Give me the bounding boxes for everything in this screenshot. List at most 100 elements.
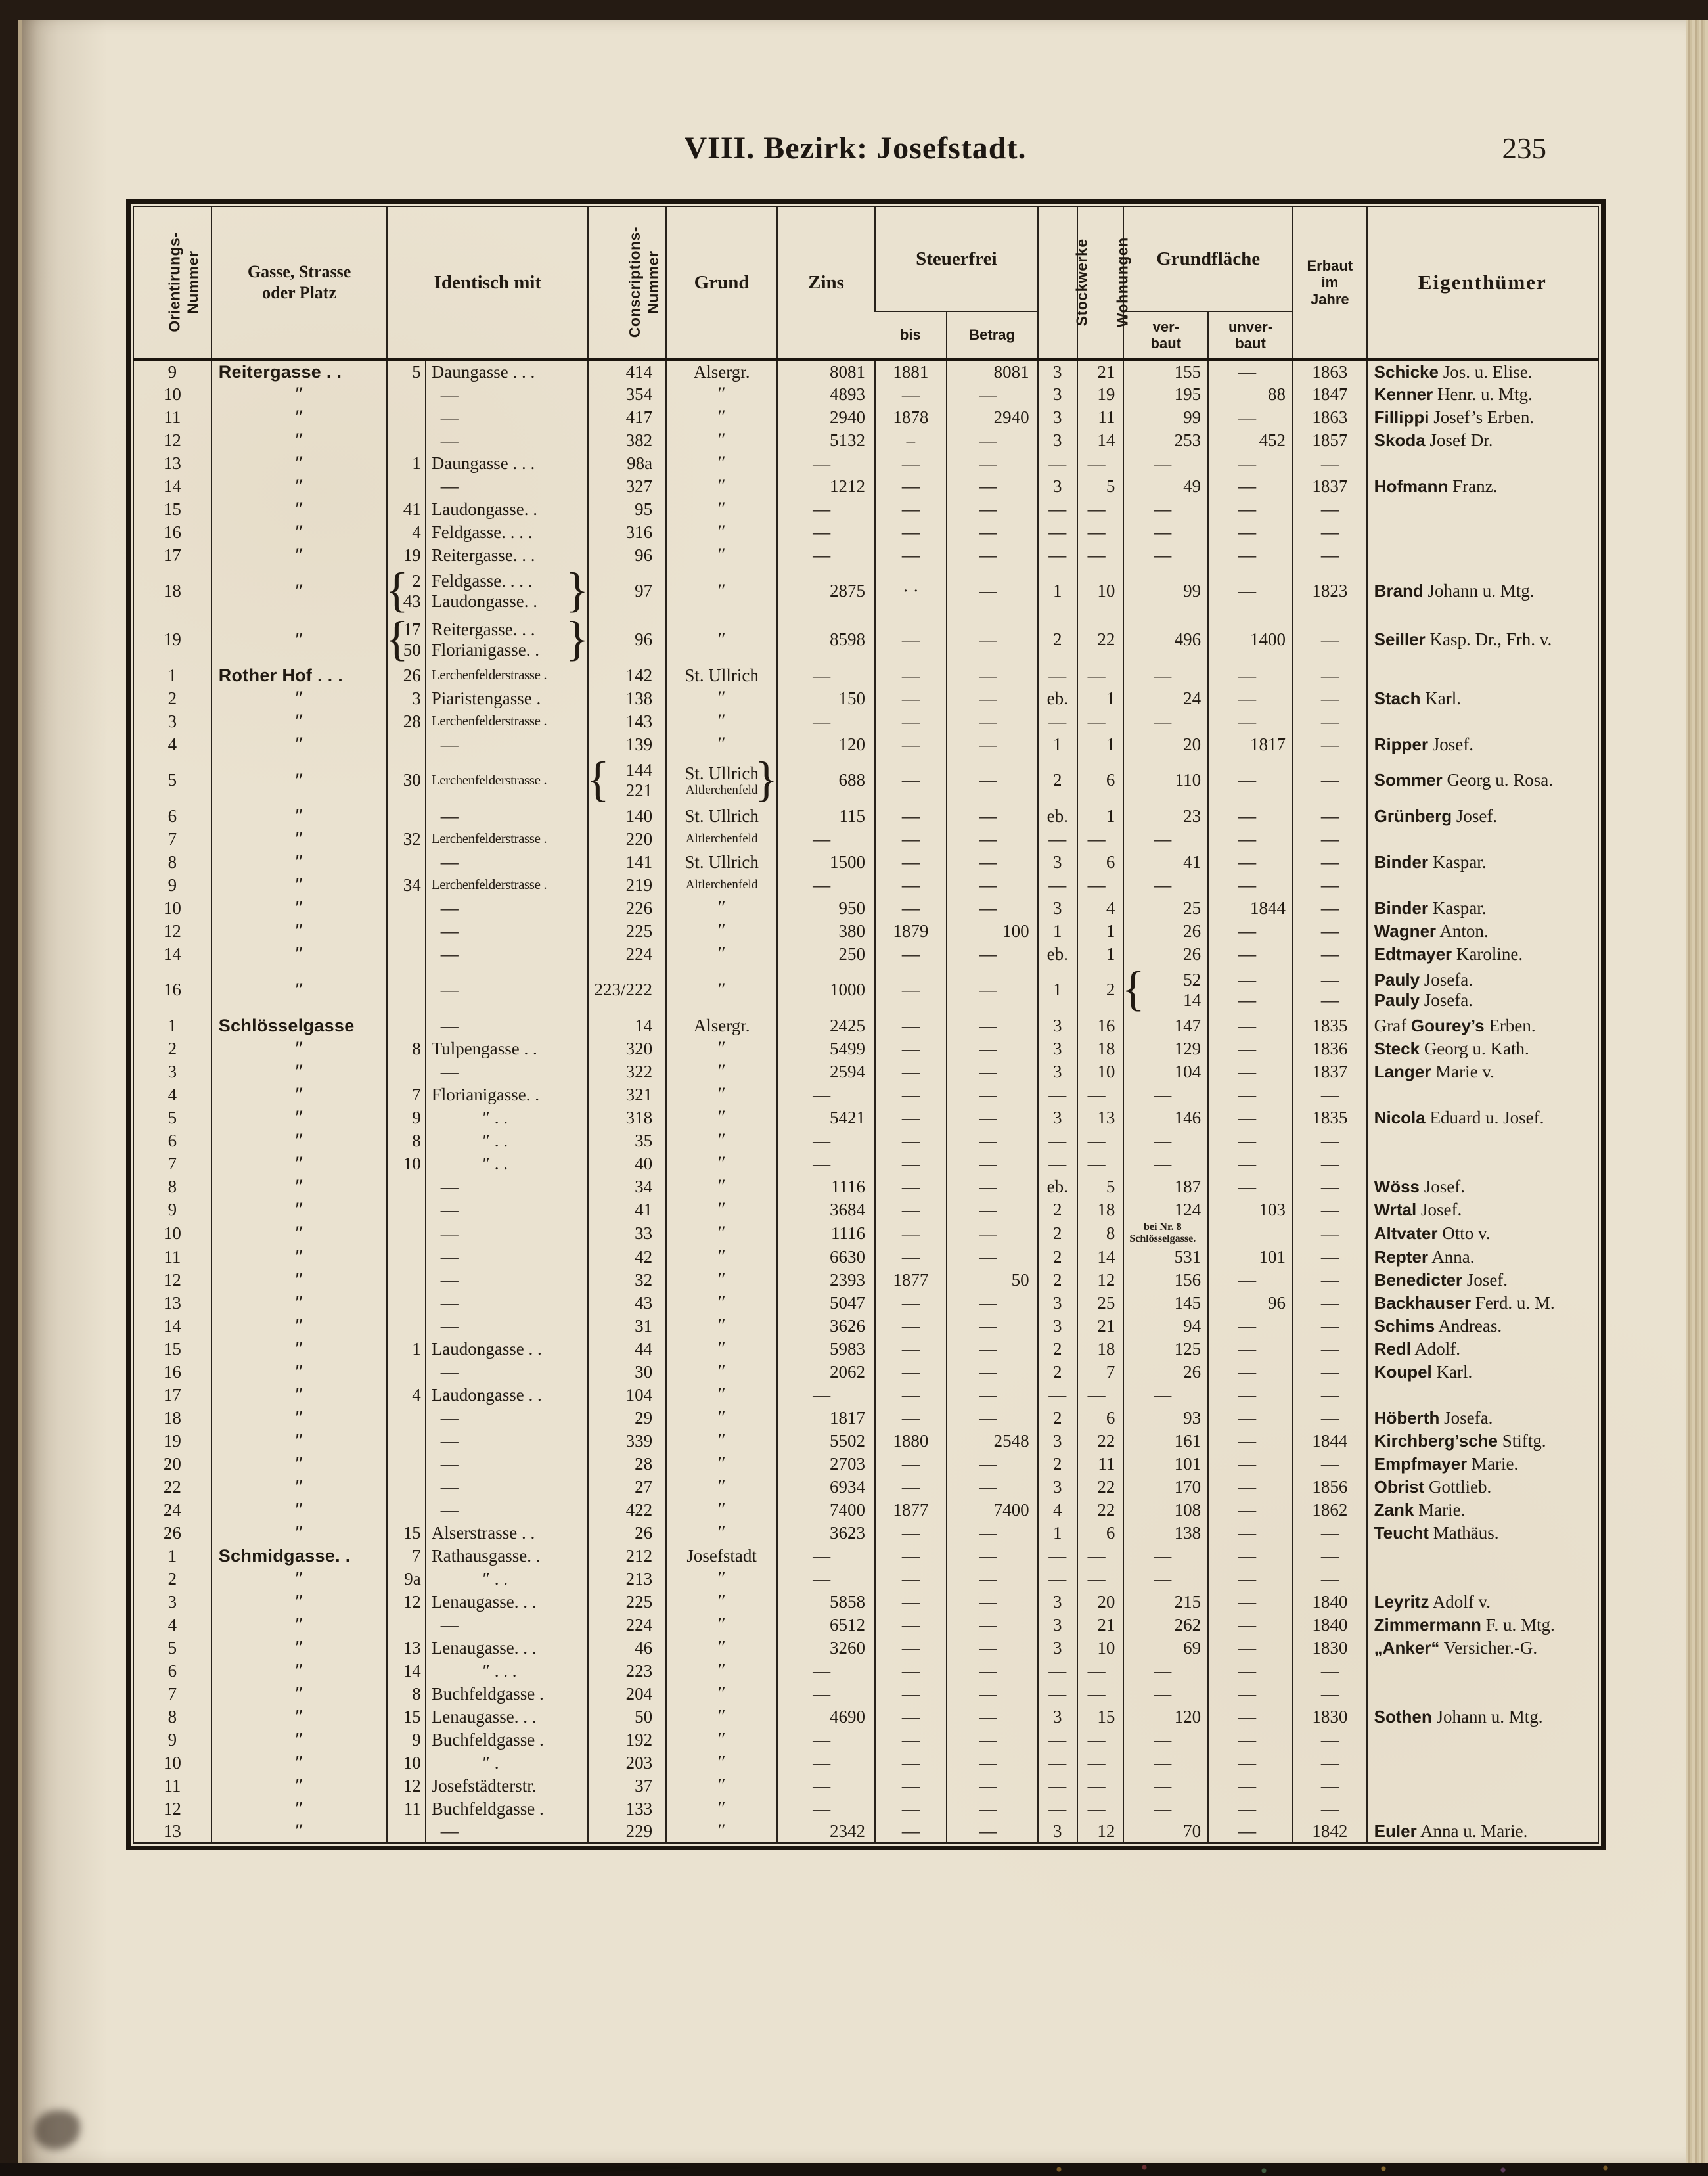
cell-gasse: ″ [210, 1106, 388, 1129]
table-row: 2 ″ 8 Tulpengasse . . 320 ″ 5499— —3 18 129—1836 S… [133, 1037, 1598, 1060]
cell-gasse: ″ [210, 1245, 388, 1269]
cell-uvb: — [1207, 1429, 1293, 1453]
cell-iname: Lerchenfelderstrasse . [424, 664, 589, 687]
cell-vb: 101 [1123, 1452, 1209, 1476]
page-number: 235 [1502, 132, 1547, 165]
cell-st: eb. [1037, 804, 1077, 828]
cell-uvb: — [1207, 1682, 1293, 1706]
cell-erb: 1837 [1292, 474, 1367, 498]
cell-bis: — [874, 1797, 947, 1821]
cell-bis: — [874, 1751, 947, 1775]
cell-gasse: ″ [210, 827, 388, 851]
cell-inr [386, 1221, 426, 1246]
cell-vb: — [1123, 710, 1209, 733]
cell-erb: — [1292, 615, 1367, 664]
cell-vb: 124 [1123, 1198, 1209, 1221]
cell-owner: Graf Gourey’s Erben. [1366, 1014, 1598, 1037]
cell-wo: — [1076, 1728, 1124, 1752]
cell-inr [386, 850, 426, 874]
cell-betrag: — [945, 1060, 1038, 1083]
cell-bis: — [874, 1014, 947, 1037]
cell-erb: 1844 [1292, 1429, 1367, 1453]
cell-bis: — [874, 520, 947, 544]
cell-erb: — [1292, 1452, 1367, 1476]
cell-street-name: Rother Hof . . . [210, 664, 388, 687]
cell-bis: — [874, 1060, 947, 1083]
cell-owner: Repter Anna. [1366, 1245, 1598, 1269]
cell-on: 14 [163, 1315, 181, 1336]
table-body: 9 Reitergasse . . 5 Daungasse . . . 414 Alser… [133, 359, 1598, 1844]
cell-betrag: — [945, 566, 1038, 616]
table-row: 2 ″ 3 Piaristengasse . 138 ″ 150— — eb. 1 24— — Stac… [133, 687, 1598, 710]
cell-vb: 70 [1123, 1820, 1209, 1844]
cell-iname: ″ . . [424, 1152, 589, 1175]
cell-vb: — [1123, 1797, 1209, 1821]
cell-cons: 98a [587, 451, 667, 475]
cell-cons: 42 [587, 1245, 667, 1269]
cell-gasse: ″ [210, 1383, 388, 1407]
cell-zins: — [776, 827, 876, 851]
cell-wo: 11 [1076, 405, 1124, 429]
cell-grund: ″ [665, 1613, 778, 1637]
cell-betrag: — [945, 543, 1038, 567]
cell-erb: — [1292, 896, 1367, 920]
col-header-orientirungs-nummer-label: Orientirungs- Nummer [166, 232, 202, 333]
cell-zins: 4690 [776, 1705, 876, 1729]
cell-iname: Feldgasse. . . . Laudongasse. .} [424, 566, 589, 616]
cell-erb: — — [1292, 965, 1367, 1014]
cell-uvb: — [1207, 1360, 1293, 1384]
col-header-verbaut-label: ver- baut [1150, 318, 1181, 351]
cell-zins: 3684 [776, 1198, 876, 1221]
cell-betrag: — [945, 1751, 1038, 1775]
cell-st: — [1037, 1728, 1077, 1752]
table-row: 19 ″ —339 ″ 5502 1880 2548 3 22 161—1844 Kirchberg… [133, 1429, 1598, 1453]
cell-on: 19 [163, 629, 181, 650]
cell-gasse: ″ [210, 451, 388, 475]
cell-wo: 16 [1076, 1014, 1124, 1037]
cell-zins: 5502 [776, 1429, 876, 1453]
cell-wo: — [1076, 1383, 1124, 1407]
cell-bis: — [874, 615, 947, 664]
cell-betrag: — [945, 1106, 1038, 1129]
cell-cons: 204 [587, 1682, 667, 1706]
col-header-grundflaeche: Grundfläche [1123, 206, 1293, 312]
cell-owner: Teucht Mathäus. [1366, 1521, 1598, 1545]
cell-iname: — [424, 804, 589, 828]
cell-owner [1366, 543, 1598, 567]
cell-iname: — [424, 1314, 589, 1338]
cell-betrag: — [945, 733, 1038, 756]
cell-on: 11 [164, 1246, 181, 1267]
cell-iname: Buchfeldgasse . [424, 1728, 589, 1752]
cell-erb: — [1292, 1659, 1367, 1683]
cell-wo: 22 [1076, 1498, 1124, 1522]
cell-uvb: — [1207, 1751, 1293, 1775]
cell-zins: 2393 [776, 1268, 876, 1292]
cell-vb: — [1123, 1083, 1209, 1106]
cell-wo: — [1076, 710, 1124, 733]
cell-owner: Benedicter Josef. [1366, 1268, 1598, 1292]
cell-grund: ″ [665, 1406, 778, 1430]
cell-inr: 3 [386, 687, 426, 710]
cell-vb: 155 [1123, 359, 1209, 383]
cell-gasse: ″ [210, 1475, 388, 1499]
cell-bis: — [874, 1544, 947, 1568]
cell-vb: 52 14{ [1121, 964, 1209, 1014]
cell-grund: ″ [665, 1521, 778, 1545]
cell-betrag: — [945, 1152, 1038, 1175]
cell-gasse: ″ [210, 1083, 388, 1106]
curly-brace: } [565, 612, 589, 666]
table-row: 7 ″ 8 Buchfeldgasse . 204 ″ — — — — — — — — [133, 1682, 1598, 1706]
cell-iname: — [424, 850, 589, 874]
page: VIII. Bezirk: Josefstadt. 235 Orientirun… [18, 20, 1686, 2163]
cell-owner: Empfmayer Marie. [1366, 1452, 1598, 1476]
cell-st: — [1037, 1544, 1077, 1568]
col-header-wohnungen-label: Wohnungen [1113, 237, 1131, 328]
cell-grund: ″ [665, 428, 778, 452]
cell-gasse: ″ [210, 1129, 388, 1152]
cell-owner: Backhauser Ferd. u. M. [1366, 1291, 1598, 1315]
cell-zins: 150 [776, 687, 876, 710]
cell-wo: 1 [1076, 942, 1124, 966]
cell-vb: 531 [1123, 1245, 1209, 1269]
cell-bis: — [874, 687, 947, 710]
cell-inr [386, 1820, 426, 1844]
